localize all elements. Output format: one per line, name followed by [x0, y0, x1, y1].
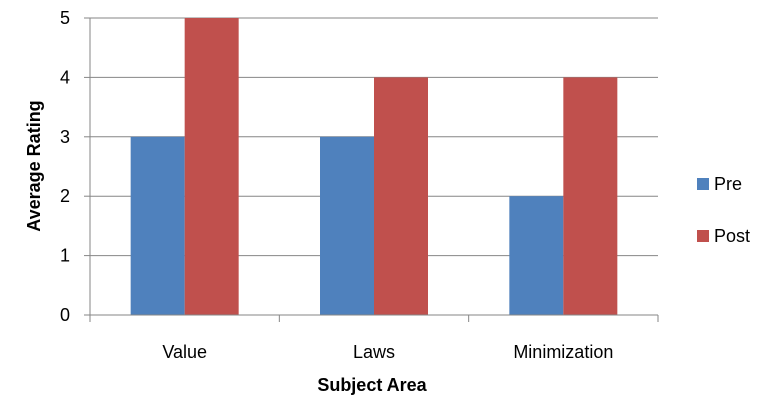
y-tick-labels: 0 1 2 3 4 5 [60, 8, 70, 325]
x-axis-title: Subject Area [317, 375, 427, 395]
bar-pre-value [130, 136, 185, 315]
y-tick-label: 4 [60, 67, 70, 87]
y-tick-label: 3 [60, 127, 70, 147]
x-tick-label: Minimization [513, 342, 613, 362]
legend-label-post: Post [714, 226, 750, 246]
y-tick-label: 5 [60, 8, 70, 28]
y-axis-title: Average Rating [24, 100, 44, 231]
x-tick-label: Value [162, 342, 207, 362]
bars [130, 18, 618, 316]
bar-pre-minimization [509, 196, 564, 315]
legend-swatch-post [697, 230, 709, 242]
y-tick-label: 1 [60, 246, 70, 266]
legend: Pre Post [697, 174, 750, 246]
x-tick-labels: Value Laws Minimization [162, 342, 613, 362]
y-tick-label: 2 [60, 186, 70, 206]
bar-post-laws [374, 77, 428, 316]
bar-post-value [184, 18, 239, 315]
axes [84, 17, 659, 322]
bar-pre-laws [320, 136, 374, 315]
legend-swatch-pre [697, 178, 709, 190]
bar-post-minimization [563, 77, 618, 316]
legend-label-pre: Pre [714, 174, 742, 194]
x-tick-label: Laws [353, 342, 395, 362]
y-tick-label: 0 [60, 305, 70, 325]
